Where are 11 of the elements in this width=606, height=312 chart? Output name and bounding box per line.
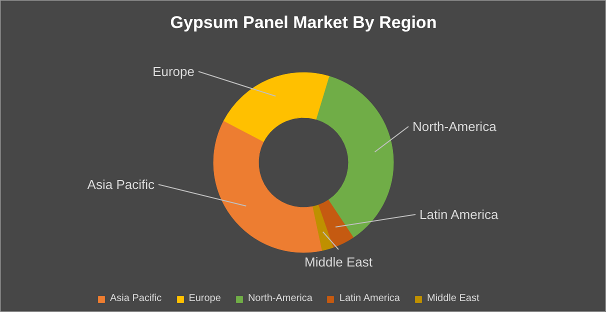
slice-label: North-America [412,119,498,134]
legend-label: Europe [188,293,221,304]
legend-label: Asia Pacific [110,293,162,304]
slice-label: Europe [152,64,194,79]
legend-label: Latin America [339,293,400,304]
slice-label: Asia Pacific [87,177,155,192]
legend-label: North-America [248,293,312,304]
legend-label: Middle East [427,293,480,304]
slice-label: Middle East [304,254,373,270]
chart-title: Gypsum Panel Market By Region [170,13,437,32]
slice-label: Latin America [420,207,500,222]
